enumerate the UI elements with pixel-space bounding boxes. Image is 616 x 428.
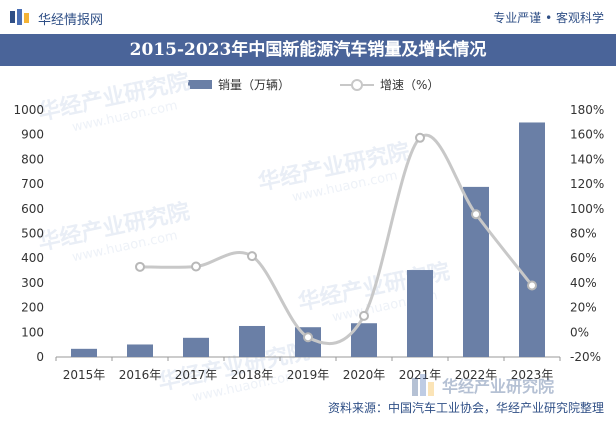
growth-line-series [135, 132, 537, 346]
legend-label-sales: 销量（万辆） [218, 78, 291, 92]
growth-point [471, 209, 481, 220]
brand-logo-icon [10, 9, 29, 25]
x-tick-label: 2018年 [231, 368, 274, 382]
x-tick-label: 2022年 [455, 368, 498, 382]
watermark-logo-icon: 华经产业研究院 [412, 374, 554, 396]
growth-point [415, 132, 425, 143]
bar-sales [71, 348, 97, 357]
bar-sales [239, 325, 265, 357]
x-tick-label: 2023年 [511, 368, 554, 382]
bar-sales [407, 270, 433, 357]
growth-point [359, 310, 369, 321]
y-right-tick-label: 100% [570, 202, 604, 216]
y-right-tick-label: 40% [570, 276, 597, 290]
x-tick-label: 2019年 [287, 368, 330, 382]
bar-sales [127, 344, 153, 357]
legend-dot-swatch [351, 79, 363, 91]
chart-title: 2015-2023年中国新能源汽车销量及增长情况 [0, 34, 616, 66]
y-right-tick-label: 140% [570, 152, 604, 166]
y-left-tick-label: 200 [21, 301, 44, 315]
bar-sales [519, 122, 545, 357]
y-right-tick-label: 0% [570, 325, 589, 339]
x-tick-label: 2017年 [175, 368, 218, 382]
growth-point [527, 280, 537, 291]
tagline: 专业严谨 • 客观科学 [493, 11, 604, 25]
brand-name: 华经情报网 [38, 13, 104, 28]
growth-line [139, 133, 534, 346]
tick-labels: 0 100 200 300 400 500 600 700 800 900 1000 -20% 0% 20… [13, 103, 604, 382]
y-left-tick-label: 0 [36, 350, 44, 364]
y-left-tick-label: 300 [21, 276, 44, 290]
y-left-tick-label: 1000 [13, 103, 44, 117]
y-left-tick-label: 800 [21, 152, 44, 166]
y-left-tick-label: 600 [21, 202, 44, 216]
x-tick-label: 2015年 [63, 368, 106, 382]
legend-bar-swatch [188, 80, 212, 89]
growth-point [247, 251, 257, 262]
y-right-tick-label: 180% [570, 103, 604, 117]
growth-point [303, 332, 313, 343]
x-tick-label: 2016年 [119, 368, 162, 382]
growth-point [135, 261, 145, 272]
watermark-text: 华经产业研究院 [442, 377, 554, 396]
y-left-tick-label: 500 [21, 227, 44, 241]
source-note: 资料来源：中国汽车工业协会，华经产业研究院整理 [327, 401, 604, 415]
y-right-tick-label: 20% [570, 301, 597, 315]
legend-label-growth: 增速（%） [380, 78, 440, 92]
growth-point [191, 261, 201, 272]
y-left-tick-label: 100 [21, 325, 44, 339]
header-bar: 华经情报网 专业严谨 • 客观科学 [0, 0, 616, 34]
y-right-tick-label: 120% [570, 177, 604, 191]
bar-sales [183, 337, 209, 357]
x-tick-label: 2021年 [399, 368, 442, 382]
y-right-tick-label: 160% [570, 128, 604, 142]
y-left-tick-label: 700 [21, 177, 44, 191]
x-tick-label: 2020年 [343, 368, 386, 382]
y-left-tick-label: 900 [21, 128, 44, 142]
y-right-tick-label: 60% [570, 251, 597, 265]
y-right-tick-label: 80% [570, 227, 597, 241]
y-left-tick-label: 400 [21, 251, 44, 265]
y-right-tick-label: -20% [570, 350, 601, 364]
